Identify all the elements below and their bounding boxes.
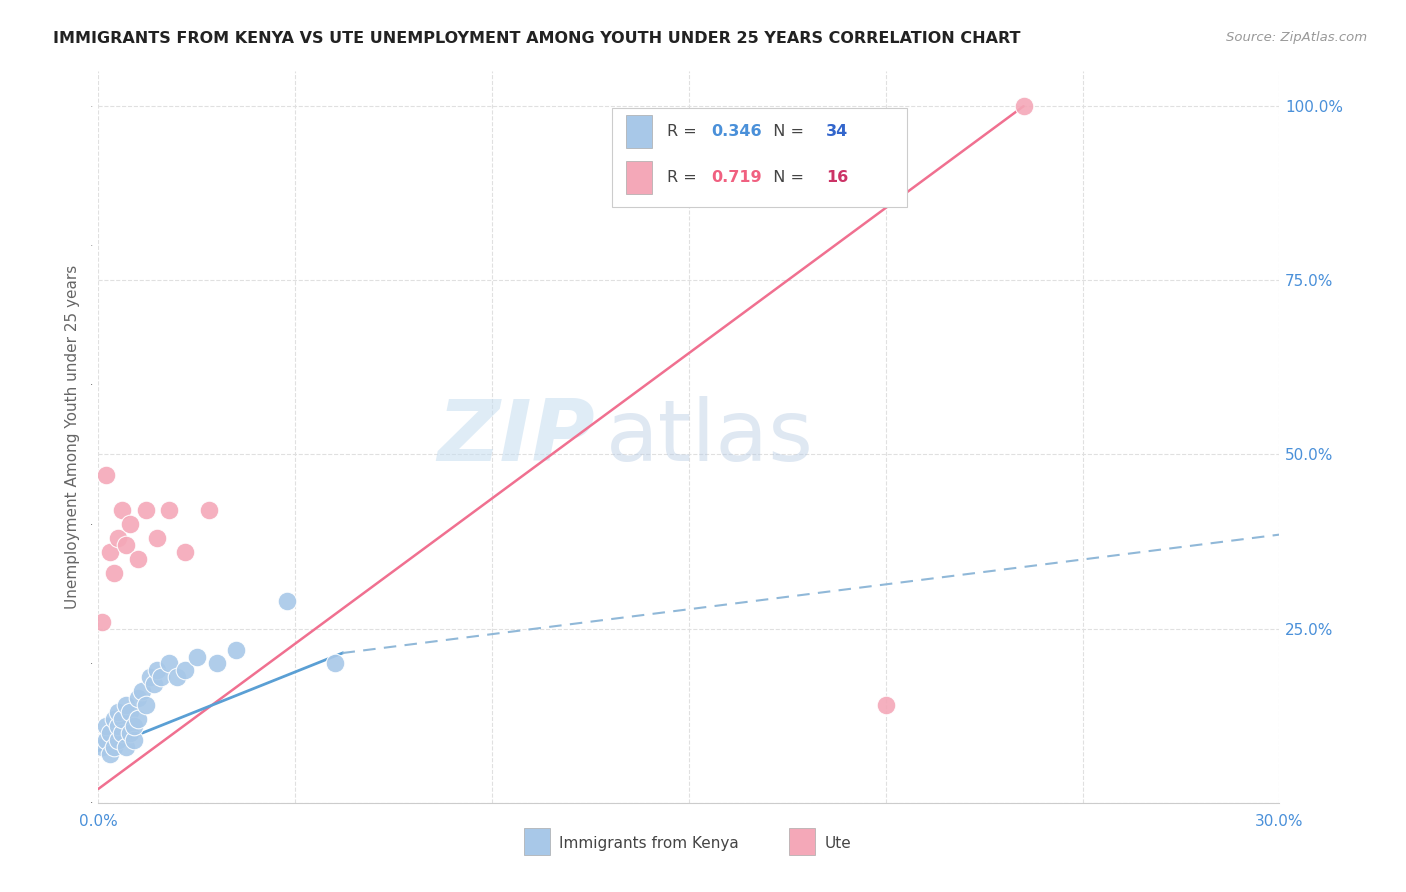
Text: Source: ZipAtlas.com: Source: ZipAtlas.com — [1226, 31, 1367, 45]
Point — [1012, 99, 1035, 113]
Point — [142, 677, 165, 691]
Point — [96, 468, 118, 483]
Point — [127, 691, 149, 706]
Point — [323, 657, 346, 671]
Point — [150, 670, 173, 684]
Point — [96, 733, 118, 747]
Point — [107, 733, 129, 747]
Point — [103, 566, 125, 580]
Bar — [789, 828, 815, 855]
Point — [115, 740, 138, 755]
Point — [96, 719, 118, 733]
Bar — [626, 161, 652, 194]
Point — [91, 740, 114, 755]
Point — [118, 726, 141, 740]
Point — [98, 726, 121, 740]
Point — [107, 705, 129, 719]
Point — [157, 503, 180, 517]
Point — [103, 740, 125, 755]
Point — [115, 538, 138, 552]
Y-axis label: Unemployment Among Youth under 25 years: Unemployment Among Youth under 25 years — [65, 265, 80, 609]
Text: atlas: atlas — [606, 395, 814, 479]
Text: N =: N = — [763, 169, 810, 185]
Point — [98, 545, 121, 559]
Point — [91, 615, 114, 629]
Text: Immigrants from Kenya: Immigrants from Kenya — [560, 836, 738, 851]
Text: ZIP: ZIP — [437, 395, 595, 479]
Text: 0.719: 0.719 — [711, 169, 762, 185]
Point — [131, 684, 153, 698]
Text: 16: 16 — [825, 169, 848, 185]
Point — [127, 552, 149, 566]
Point — [197, 503, 219, 517]
Point — [135, 698, 157, 713]
Point — [118, 705, 141, 719]
Point — [111, 503, 134, 517]
Point — [98, 747, 121, 761]
Point — [111, 726, 134, 740]
Point — [138, 670, 160, 684]
Bar — [523, 828, 550, 855]
Point — [107, 531, 129, 545]
Point — [146, 531, 169, 545]
Point — [115, 698, 138, 713]
Point — [103, 712, 125, 726]
Point — [174, 545, 197, 559]
Point — [122, 719, 145, 733]
Point — [174, 664, 197, 678]
Point — [118, 517, 141, 532]
Point — [186, 649, 208, 664]
Point — [135, 503, 157, 517]
Point — [205, 657, 228, 671]
Point — [146, 664, 169, 678]
Text: 0.346: 0.346 — [711, 124, 762, 139]
Text: IMMIGRANTS FROM KENYA VS UTE UNEMPLOYMENT AMONG YOUTH UNDER 25 YEARS CORRELATION: IMMIGRANTS FROM KENYA VS UTE UNEMPLOYMEN… — [53, 31, 1021, 46]
Point — [111, 712, 134, 726]
Point — [875, 698, 897, 713]
Text: 34: 34 — [825, 124, 848, 139]
Text: Ute: Ute — [825, 836, 852, 851]
Point — [276, 594, 298, 608]
Point — [225, 642, 247, 657]
Point — [166, 670, 188, 684]
Text: R =: R = — [666, 124, 702, 139]
Bar — [626, 115, 652, 148]
Point — [157, 657, 180, 671]
Point — [107, 719, 129, 733]
Point — [122, 733, 145, 747]
Text: N =: N = — [763, 124, 810, 139]
FancyBboxPatch shape — [612, 108, 907, 207]
Text: R =: R = — [666, 169, 702, 185]
Point — [127, 712, 149, 726]
